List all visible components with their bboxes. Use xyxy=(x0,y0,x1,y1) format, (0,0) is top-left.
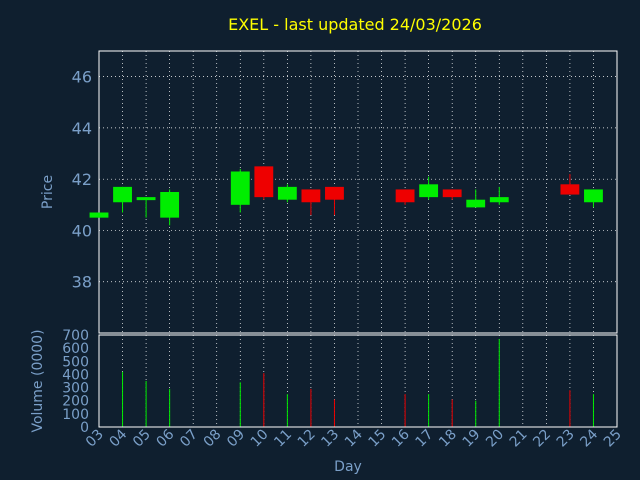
volume-tick-label: 700 xyxy=(62,328,89,344)
price-tick-label: 44 xyxy=(72,119,92,138)
price-tick-label: 40 xyxy=(72,221,92,240)
candle-body xyxy=(230,171,250,205)
candle-body xyxy=(277,186,297,200)
candle-body xyxy=(160,192,180,218)
candle-body xyxy=(395,189,415,203)
volume-tick-label: 400 xyxy=(62,367,89,383)
volume-tick-label: 100 xyxy=(62,407,89,423)
volume-tick-label: 0 xyxy=(80,420,89,436)
candle-body xyxy=(419,184,439,198)
x-axis-label: Day xyxy=(334,459,362,475)
candle-body xyxy=(113,186,132,203)
volume-axis-label: Volume (0000) xyxy=(30,329,46,432)
price-panel: 38 40 42 44 46 xyxy=(72,50,618,334)
candle-body xyxy=(254,166,274,198)
candle-body xyxy=(489,197,509,203)
candle-body xyxy=(301,189,321,203)
chart-title: EXEL - last updated 24/03/2026 xyxy=(228,15,482,34)
volume-tick-label: 200 xyxy=(62,394,89,410)
x-axis: 03 04 05 06 07 08 09 10 11 12 13 14 15 16 17 18 19 20 21 22… xyxy=(83,426,625,450)
candle-body xyxy=(136,197,156,201)
candle-body xyxy=(442,189,462,198)
candle-body xyxy=(89,212,109,218)
candle-body xyxy=(584,189,603,203)
candle-body xyxy=(325,186,344,200)
volume-tick-label: 500 xyxy=(62,354,89,370)
candle-body xyxy=(466,199,486,208)
volume-tick-label: 600 xyxy=(62,341,89,357)
candle-body xyxy=(560,184,580,195)
volume-tick-label: 300 xyxy=(62,381,89,397)
price-tick-label: 38 xyxy=(72,273,92,292)
price-tick-label: 46 xyxy=(72,68,92,87)
price-tick-label: 42 xyxy=(72,170,92,189)
volume-panel-frame xyxy=(98,334,618,428)
price-axis-label: Price xyxy=(40,175,56,209)
